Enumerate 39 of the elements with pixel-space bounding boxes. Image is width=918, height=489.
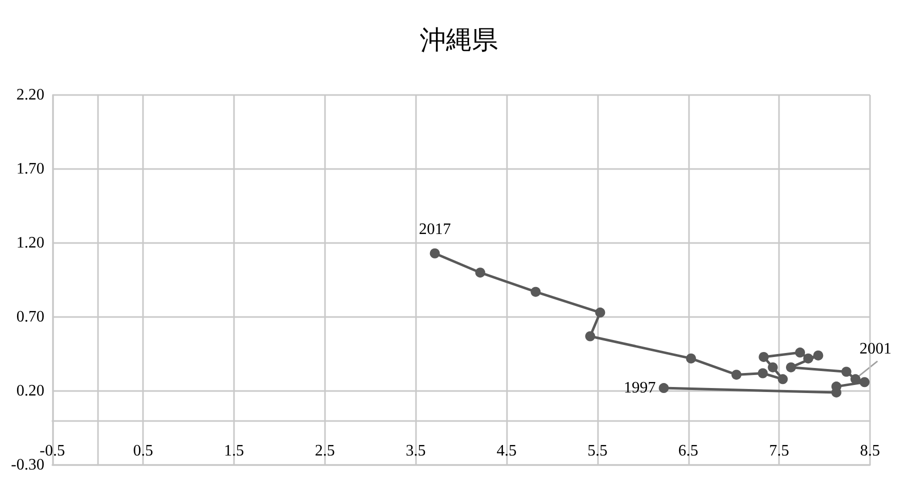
x-tick-label: 3.5 [406,442,426,460]
annotation: 2001 [859,340,892,358]
point [758,368,768,378]
y-tick-label: -0.30 [11,456,44,474]
x-tick-label: 5.5 [587,442,608,460]
y-tick-label: 1.70 [16,160,44,178]
point [778,374,788,384]
y-tick-label: 0.70 [16,308,44,326]
x-tick-label: 2.5 [314,442,335,460]
point [768,362,778,372]
point [658,383,669,394]
point [430,248,440,258]
y-tick-label: 1.20 [16,234,44,252]
point [786,362,796,372]
point [803,353,814,364]
point [795,348,806,358]
point [758,352,769,362]
point [841,366,852,377]
point [475,268,486,278]
chart-title: 沖縄県 [420,26,498,54]
x-tick-label: 7.5 [769,442,790,460]
x-tick-label: 0.5 [133,442,154,460]
point [686,353,696,364]
point [595,308,606,318]
x-tick-label: 8.5 [860,442,880,460]
x-tick-label: 1.5 [224,442,244,460]
point [530,286,541,297]
point [813,350,824,360]
annotation: 2017 [418,220,451,238]
point [850,374,860,384]
annotation: 1997 [624,380,656,397]
x-tick-label: 4.5 [496,442,517,460]
y-tick-label: 0.20 [16,382,44,400]
point [731,370,742,380]
x-tick-label: -0.5 [40,442,65,460]
point [585,331,596,342]
point [860,377,870,388]
y-tick-label: 2.20 [16,86,44,104]
x-tick-label: 6.5 [678,442,698,460]
